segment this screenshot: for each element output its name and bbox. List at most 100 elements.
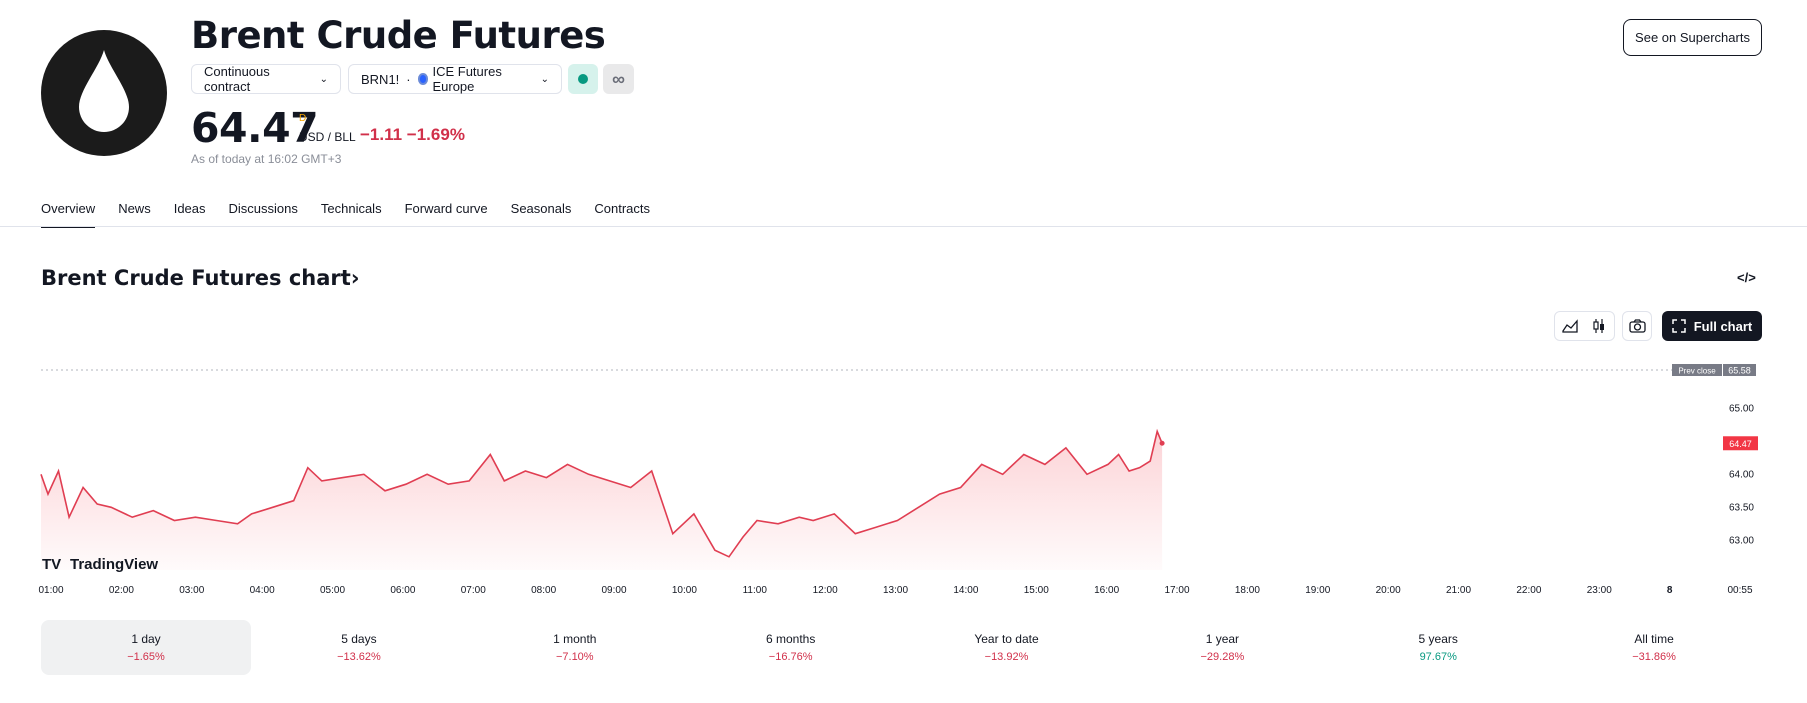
x-tick-label: 19:00 — [1305, 585, 1330, 596]
period-label: 5 years — [1418, 632, 1458, 646]
x-tick-label: 10:00 — [672, 585, 697, 596]
x-tick-label: 16:00 — [1094, 585, 1119, 596]
x-tick-label: 09:00 — [601, 585, 626, 596]
market-status-button[interactable] — [568, 64, 598, 94]
chart-section-title[interactable]: Brent Crude Futures chart› — [41, 266, 360, 290]
x-tick-label: 07:00 — [461, 585, 486, 596]
oil-drop-icon — [79, 50, 129, 132]
see-on-supercharts-button[interactable]: See on Supercharts — [1623, 19, 1762, 56]
x-tick-label: 23:00 — [1587, 585, 1612, 596]
tab-contracts[interactable]: Contracts — [594, 201, 651, 216]
full-chart-button[interactable]: Full chart — [1662, 311, 1762, 341]
exchange-globe-icon — [417, 73, 429, 85]
contract-select[interactable]: Continuous contract ⌄ — [191, 64, 341, 94]
tab-news[interactable]: News — [118, 201, 151, 216]
tradingview-watermark: TV TradingView — [42, 556, 158, 573]
period-value: −13.62% — [337, 651, 381, 663]
market-open-dot-icon — [578, 74, 588, 84]
prev-close-value: 65.58 — [1728, 366, 1751, 376]
period-5-years[interactable]: 5 years 97.67% — [1330, 620, 1546, 675]
period-label: 1 year — [1205, 632, 1240, 646]
period-year-to-date[interactable]: Year to date −13.92% — [899, 620, 1115, 675]
period-label: Year to date — [974, 632, 1039, 646]
price-chart[interactable]: 01:00 02:00 03:00 04:00 05:00 06:00 07:00 08:00… — [0, 355, 1807, 605]
x-tick-label: 12:00 — [813, 585, 838, 596]
x-tick-label: 21:00 — [1446, 585, 1471, 596]
x-tick-label: 02:00 — [109, 585, 134, 596]
x-tick-label: 17:00 — [1164, 585, 1189, 596]
separator: · — [406, 71, 411, 87]
exchange-label: ICE Futures Europe — [432, 64, 502, 94]
section-tabs: Overview News Ideas Discussions Technica… — [41, 201, 673, 228]
period-value: −29.28% — [1200, 651, 1245, 663]
tab-discussions[interactable]: Discussions — [228, 201, 298, 216]
last-price-badge: 64.47 — [1723, 436, 1758, 451]
embed-code-icon[interactable]: </> — [1737, 270, 1756, 285]
x-tick-label: 22:00 — [1516, 585, 1541, 596]
tabs-divider — [0, 226, 1807, 227]
x-tick-label: 13:00 — [883, 585, 908, 596]
prev-close-label: Prev close — [1678, 367, 1716, 376]
price-line — [40, 428, 1163, 558]
price-badge: D — [299, 113, 307, 124]
candlestick-chart-icon[interactable] — [1585, 312, 1615, 340]
y-tick-label: 63.00 — [1729, 535, 1754, 546]
snapshot-camera-icon[interactable] — [1622, 311, 1652, 341]
period-5-days[interactable]: 5 days −13.62% — [251, 620, 467, 675]
x-tick-label: 05:00 — [320, 585, 345, 596]
x-tick-label: 01:00 — [38, 585, 63, 596]
symbol-label: BRN1! — [361, 71, 400, 87]
last-point-marker — [1159, 440, 1165, 446]
x-tick-label: 08:00 — [531, 585, 556, 596]
period-label: 5 days — [341, 632, 377, 646]
area-chart-icon[interactable] — [1555, 312, 1585, 340]
period-label: 6 months — [765, 632, 816, 646]
x-tick-label: 06:00 — [390, 585, 415, 596]
full-chart-label: Full chart — [1693, 318, 1753, 334]
period-1-month[interactable]: 1 month −7.10% — [467, 620, 683, 675]
period-label: 1 day — [131, 632, 161, 646]
tab-overview[interactable]: Overview — [41, 201, 96, 228]
period-1-day[interactable]: 1 day −1.65% — [41, 620, 251, 675]
period-value: −16.76% — [768, 651, 813, 663]
period-performance-row: 1 day −1.65% 5 days −13.62% 1 month −7.1… — [41, 620, 1762, 675]
y-tick-label: 63.50 — [1729, 502, 1754, 513]
tab-technicals[interactable]: Technicals — [320, 201, 382, 216]
period-1-year[interactable]: 1 year −29.28% — [1114, 620, 1330, 675]
x-tick-label: 00:55 — [1727, 585, 1752, 596]
x-tick-label: 18:00 — [1235, 585, 1260, 596]
as-of-timestamp: As of today at 16:02 GMT+3 — [191, 152, 342, 166]
chevron-down-icon: ⌄ — [540, 73, 549, 85]
price-area — [41, 431, 1163, 570]
tab-ideas[interactable]: Ideas — [173, 201, 206, 216]
period-label: All time — [1634, 632, 1674, 646]
period-6-months[interactable]: 6 months −16.76% — [683, 620, 899, 675]
x-tick-label: 8 — [1667, 585, 1673, 596]
x-tick-label: 03:00 — [179, 585, 204, 596]
y-tick-label: 64.00 — [1729, 469, 1754, 480]
period-label: 1 month — [553, 632, 597, 646]
x-tick-label: 11:00 — [743, 585, 768, 596]
period-value: −1.65% — [127, 651, 165, 663]
symbol-exchange-select[interactable]: BRN1! · ICE Futures Europe ⌄ — [348, 64, 562, 94]
fullscreen-icon — [1671, 319, 1686, 333]
watermark-text: TradingView — [70, 556, 158, 573]
currency-unit: USD / BLL — [299, 130, 356, 144]
period-value: −13.92% — [984, 651, 1029, 663]
page-title: Brent Crude Futures — [191, 14, 606, 57]
x-tick-label: 04:00 — [250, 585, 275, 596]
chart-type-toggle — [1554, 311, 1615, 341]
data-delay-button[interactable]: ∞ — [603, 64, 634, 94]
prev-close-badge: Prev close 65.58 — [1672, 364, 1756, 376]
x-tick-label: 14:00 — [953, 585, 978, 596]
period-value: −7.10% — [555, 651, 594, 663]
x-tick-label: 20:00 — [1376, 585, 1401, 596]
last-price: 64.47 — [191, 104, 319, 152]
y-tick-label: 65.00 — [1729, 403, 1754, 414]
tab-seasonals[interactable]: Seasonals — [510, 201, 572, 216]
tab-forward-curve[interactable]: Forward curve — [404, 201, 488, 216]
price-change: −1.11 −1.69% — [360, 125, 465, 144]
last-price-value: 64.47 — [1729, 439, 1752, 449]
period-all-time[interactable]: All time −31.86% — [1546, 620, 1762, 675]
brent-logo — [41, 30, 167, 156]
